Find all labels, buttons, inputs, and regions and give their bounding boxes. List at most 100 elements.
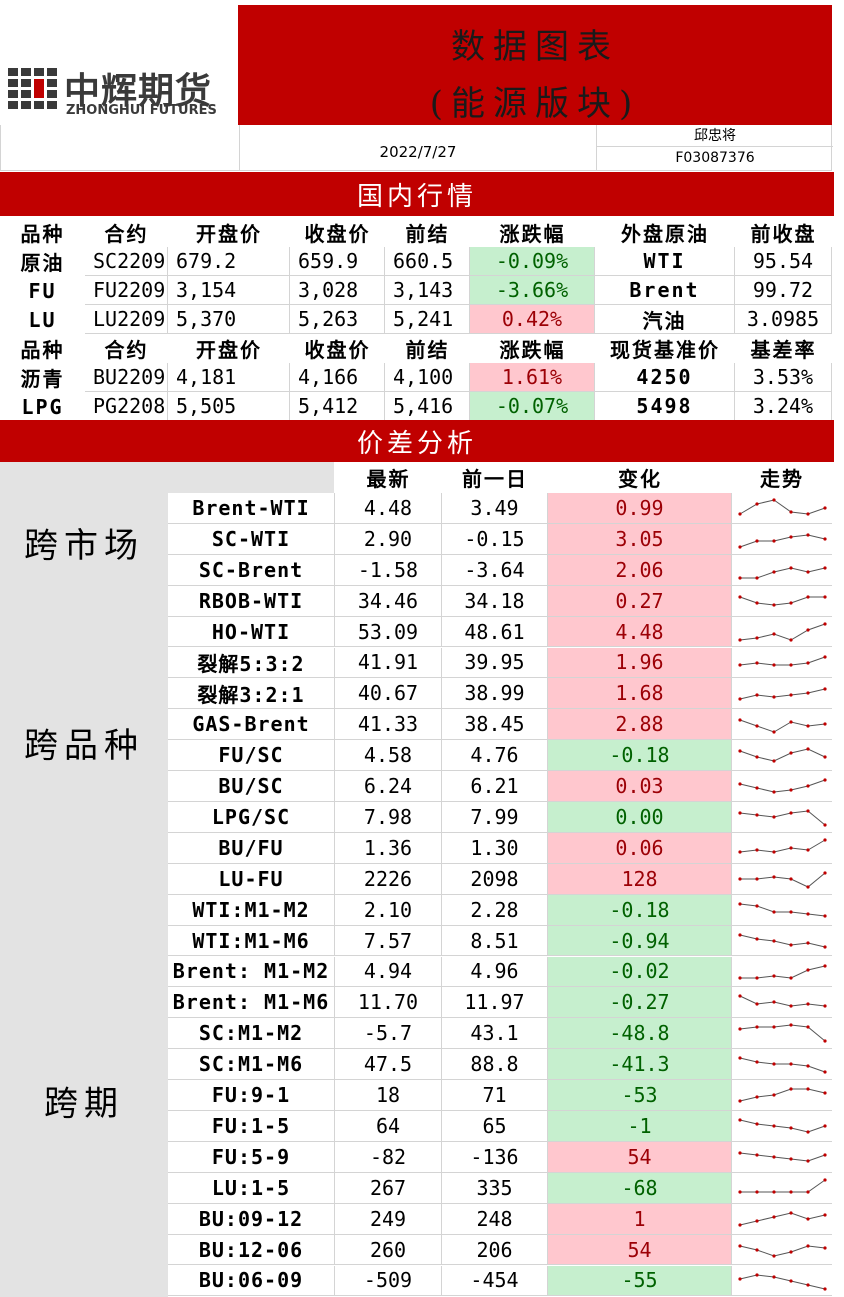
table-cell: -41.3: [548, 1049, 732, 1081]
trend-dot: [806, 1243, 810, 1248]
trend-dot: [789, 751, 793, 755]
table-cell: 248: [442, 1203, 548, 1235]
trend-dot: [789, 601, 793, 605]
table-cell: 1.36: [335, 832, 442, 864]
trend-dot: [755, 1122, 759, 1126]
column-header: 收盘价: [304, 222, 371, 246]
trend-line: [740, 1179, 826, 1193]
trend-sparkline: [732, 621, 832, 648]
table-cell: 249: [335, 1203, 442, 1235]
trend-line: [739, 1057, 826, 1073]
column-header: 品种: [20, 222, 65, 246]
trend-line: [739, 810, 826, 826]
trend-dot: [789, 510, 793, 514]
row-label: HO-WTI: [168, 616, 335, 648]
table-cell: 0.42%: [470, 305, 595, 334]
table-cell: 3,143: [385, 276, 470, 305]
table-cell: 4,181: [168, 363, 290, 392]
table-cell: -55: [548, 1265, 732, 1297]
trend-dot: [772, 759, 776, 763]
trend-dot: [755, 539, 759, 543]
table-cell: 2.10: [335, 894, 442, 926]
trend-dot: [789, 1004, 793, 1008]
trend-dot: [755, 786, 759, 790]
trend-dot: [823, 871, 827, 875]
trend-dot: [806, 912, 810, 916]
trend-dot: [772, 695, 776, 699]
trend-dot: [755, 660, 759, 665]
row-label: SC-WTI: [168, 523, 335, 555]
trend-dot: [806, 809, 810, 813]
trend-line: [739, 903, 826, 917]
table-cell: -48.8: [548, 1018, 732, 1050]
trend-line: [739, 534, 826, 548]
column-header: 涨跌幅: [499, 338, 566, 362]
trend-line: [739, 1273, 826, 1289]
table-cell: 5,412: [290, 392, 385, 421]
table-cell: -0.09%: [470, 247, 595, 276]
trend-dot: [755, 635, 759, 640]
trend-sparkline: [732, 595, 832, 617]
table-cell: 41.33: [335, 709, 442, 741]
table-cell: 2098: [442, 863, 548, 895]
trend-dot: [823, 1153, 827, 1157]
group-column: [0, 462, 168, 1297]
trend-dot: [789, 1211, 793, 1215]
trend-dot: [823, 566, 827, 570]
table-cell: -3.66%: [470, 276, 595, 305]
table-cell: 3.53%: [735, 363, 832, 392]
trend-dot: [772, 1093, 776, 1097]
table-cell: LU: [28, 307, 57, 332]
trend-sparkline: [732, 1151, 832, 1173]
trend-dot: [755, 975, 759, 980]
table-cell: -0.18: [548, 740, 732, 772]
table-cell: 4.94: [335, 956, 442, 988]
table-cell: 2.28: [442, 894, 548, 926]
trend-line: [740, 567, 826, 579]
trend-dot: [772, 815, 776, 819]
table-cell: -0.07%: [470, 392, 595, 421]
table-cell: 38.99: [442, 678, 548, 710]
table-cell: 48.61: [442, 616, 548, 648]
section-bar: 价差分析: [0, 420, 834, 462]
trend-dot: [738, 697, 742, 701]
trend-dot: [806, 784, 810, 788]
trend-dot: [823, 537, 827, 541]
trend-sparkline: [732, 747, 832, 772]
table-cell: -0.27: [548, 987, 732, 1019]
column-header: 合约: [104, 222, 149, 246]
trend-dot: [823, 1213, 827, 1217]
trend-dot: [738, 902, 742, 906]
row-label: RBOB-WTI: [168, 585, 335, 617]
column-header: 收盘价: [304, 338, 371, 362]
row-label: WTI:M1-M6: [168, 925, 335, 957]
trend-dot: [755, 1247, 759, 1252]
trend-dot: [789, 942, 793, 947]
trend-dot: [823, 914, 827, 918]
date: 2022/7/27: [239, 125, 596, 170]
table-cell: 4.58: [335, 740, 442, 772]
trend-sparkline: [732, 566, 832, 586]
table-cell: 1.61%: [470, 363, 595, 392]
trend-sparkline: [732, 963, 832, 988]
trend-dot: [806, 1087, 810, 1091]
table-cell: 5,263: [290, 305, 385, 334]
table-cell: 3,154: [168, 276, 290, 305]
table-cell: FU2209: [85, 276, 168, 305]
row-label: Brent: M1-M6: [168, 987, 335, 1019]
trend-dot: [806, 1282, 810, 1287]
table-cell: 0.00: [548, 802, 732, 833]
trend-sparkline: [732, 1272, 832, 1297]
trend-dot: [772, 1190, 776, 1194]
trend-dot: [772, 498, 776, 502]
trend-dot: [823, 1070, 827, 1074]
trend-dot: [755, 693, 759, 697]
trend-line: [739, 1024, 826, 1042]
table-cell: 659.9: [290, 247, 385, 276]
trend-line: [739, 1245, 826, 1257]
title-line1: 数据图表: [451, 27, 619, 67]
trend-dot: [823, 1124, 827, 1128]
table-cell: -53: [548, 1080, 732, 1111]
trend-dot: [738, 1190, 742, 1194]
